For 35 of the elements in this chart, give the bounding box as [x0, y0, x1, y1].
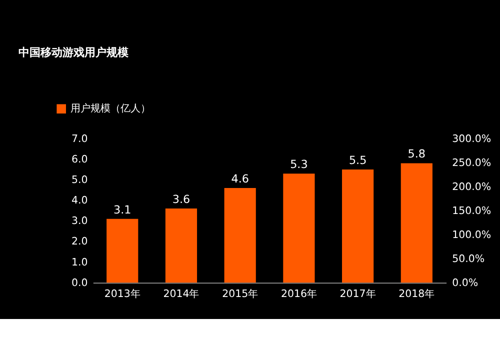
y-tick-label: 4.0 [72, 196, 88, 207]
x-tick-label: 2014年 [163, 288, 200, 300]
y-tick-label: 1.0 [72, 257, 88, 268]
y2-tick-label: 150.0% [452, 206, 492, 217]
x-tick-label: 2017年 [340, 288, 376, 300]
y-tick-label: 3.0 [72, 216, 88, 228]
y-tick-label: 6.0 [72, 154, 88, 166]
bar [165, 208, 198, 283]
bar [106, 218, 138, 283]
data-label: 4.6 [231, 172, 249, 186]
y-tick-label: 5.0 [72, 175, 88, 186]
bar [224, 188, 256, 283]
y2-tick-label: 50.0% [452, 254, 485, 265]
x-tick-label: 2018年 [398, 288, 435, 300]
y2-tick-label: 250.0% [452, 158, 492, 169]
y2-tick-label: 200.0% [452, 182, 492, 193]
data-label: 5.5 [348, 154, 367, 167]
legend-label: 用户规模（亿人） [70, 102, 151, 115]
bar [283, 174, 315, 283]
bar [400, 163, 432, 283]
y2-tick-label: 300.0% [452, 134, 492, 145]
y-tick-label: 7.0 [72, 134, 88, 145]
x-tick-label: 2013年 [104, 288, 140, 300]
y-tick-label: 0.0 [72, 278, 88, 289]
y2-tick-label: 0.0% [452, 278, 478, 289]
y2-tick-label: 100.0% [452, 230, 492, 241]
data-label: 5.8 [408, 148, 426, 161]
bar [342, 169, 374, 283]
y-tick-label: 2.0 [72, 236, 88, 248]
data-label: 5.3 [290, 158, 308, 171]
data-label: 3.6 [172, 192, 190, 206]
x-tick-label: 2015年 [222, 288, 258, 300]
x-tick-label: 2016年 [280, 288, 317, 300]
chart-title: 中国移动游戏用户规模 [18, 46, 130, 59]
data-label: 3.1 [114, 203, 132, 216]
